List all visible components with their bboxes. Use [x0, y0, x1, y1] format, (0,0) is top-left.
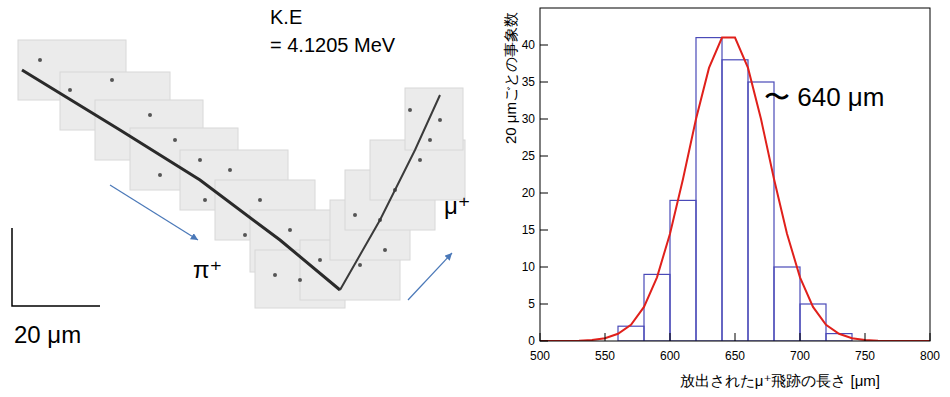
- hist-bar: [696, 38, 722, 341]
- grain: [418, 158, 422, 162]
- particle-label: μ⁺: [444, 192, 471, 219]
- grain: [148, 113, 152, 117]
- particle-label: π⁺: [193, 256, 222, 283]
- y-tick-label: 30: [522, 112, 536, 126]
- x-tick-label: 800: [920, 349, 940, 363]
- x-tick-label: 650: [725, 349, 745, 363]
- x-tick-label: 500: [530, 349, 550, 363]
- arrow: [110, 185, 198, 240]
- hist-bar: [644, 274, 670, 341]
- grain: [288, 228, 292, 232]
- grain: [383, 248, 387, 252]
- x-tick-label: 700: [790, 349, 810, 363]
- x-tick: [670, 333, 671, 341]
- hist-bar: [774, 267, 800, 341]
- grain: [428, 138, 432, 142]
- scale-label: 20 μm: [14, 321, 81, 348]
- figure: 20 μm K.E = 4.1205 MeV π⁺ μ⁺ 500 550 600 650 700 7…: [0, 0, 950, 397]
- grain: [228, 168, 232, 172]
- hist-bar: [722, 60, 748, 341]
- y-tick: [540, 119, 548, 120]
- photo-panel: [12, 40, 465, 308]
- grain: [158, 173, 162, 177]
- y-tick: [540, 341, 548, 342]
- grain: [173, 138, 177, 142]
- hist-bar: [618, 326, 644, 341]
- pion-track: [22, 70, 340, 290]
- x-tick: [865, 333, 866, 341]
- x-tick: [735, 333, 736, 341]
- x-tick: [930, 333, 931, 341]
- grain: [298, 278, 302, 282]
- grain: [110, 78, 114, 82]
- x-tick: [540, 333, 541, 341]
- grain: [358, 263, 362, 267]
- grain: [198, 158, 202, 162]
- x-tick: [800, 333, 801, 341]
- energy-label: K.E: [270, 6, 302, 28]
- grain: [68, 88, 72, 92]
- x-tick: [605, 333, 606, 341]
- arrow: [408, 253, 452, 300]
- grain: [243, 233, 247, 237]
- plot-frame: [540, 8, 930, 341]
- y-tick-label: 20: [522, 186, 536, 200]
- grain: [408, 108, 412, 112]
- y-tick: [540, 230, 548, 231]
- energy-value: = 4.1205 MeV: [270, 34, 396, 56]
- y-tick: [540, 156, 548, 157]
- grain: [438, 118, 442, 122]
- y-tick-label: 10: [522, 260, 536, 274]
- y-tick: [540, 304, 548, 305]
- y-tick: [540, 82, 548, 83]
- grain: [258, 198, 262, 202]
- y-tick-label: 0: [528, 334, 535, 348]
- y-axis-label: 20 μmごとの事象数: [502, 12, 519, 144]
- muon-track: [340, 95, 440, 290]
- annotation: 〜 640 μm: [764, 82, 884, 112]
- hist-bar: [800, 304, 826, 341]
- fit-curve: [540, 38, 930, 341]
- plot-area: [540, 38, 930, 341]
- y-tick-label: 25: [522, 149, 536, 163]
- x-axis-label: 放出されたμ⁺飛跡の長さ [μm]: [680, 372, 880, 389]
- y-tick-label: 40: [522, 38, 536, 52]
- scale-bar: [12, 228, 100, 306]
- grain: [203, 198, 207, 202]
- y-tick-label: 5: [528, 297, 535, 311]
- grain: [353, 213, 357, 217]
- y-tick-label: 35: [522, 75, 536, 89]
- y-tick: [540, 193, 548, 194]
- photo-tile: [405, 88, 463, 150]
- x-tick-label: 750: [855, 349, 875, 363]
- x-tick-label: 550: [595, 349, 615, 363]
- y-tick: [540, 45, 548, 46]
- grain: [38, 58, 42, 62]
- x-tick-label: 600: [660, 349, 680, 363]
- grain: [318, 258, 322, 262]
- y-tick-label: 15: [522, 223, 536, 237]
- y-tick: [540, 267, 548, 268]
- grain: [273, 273, 277, 277]
